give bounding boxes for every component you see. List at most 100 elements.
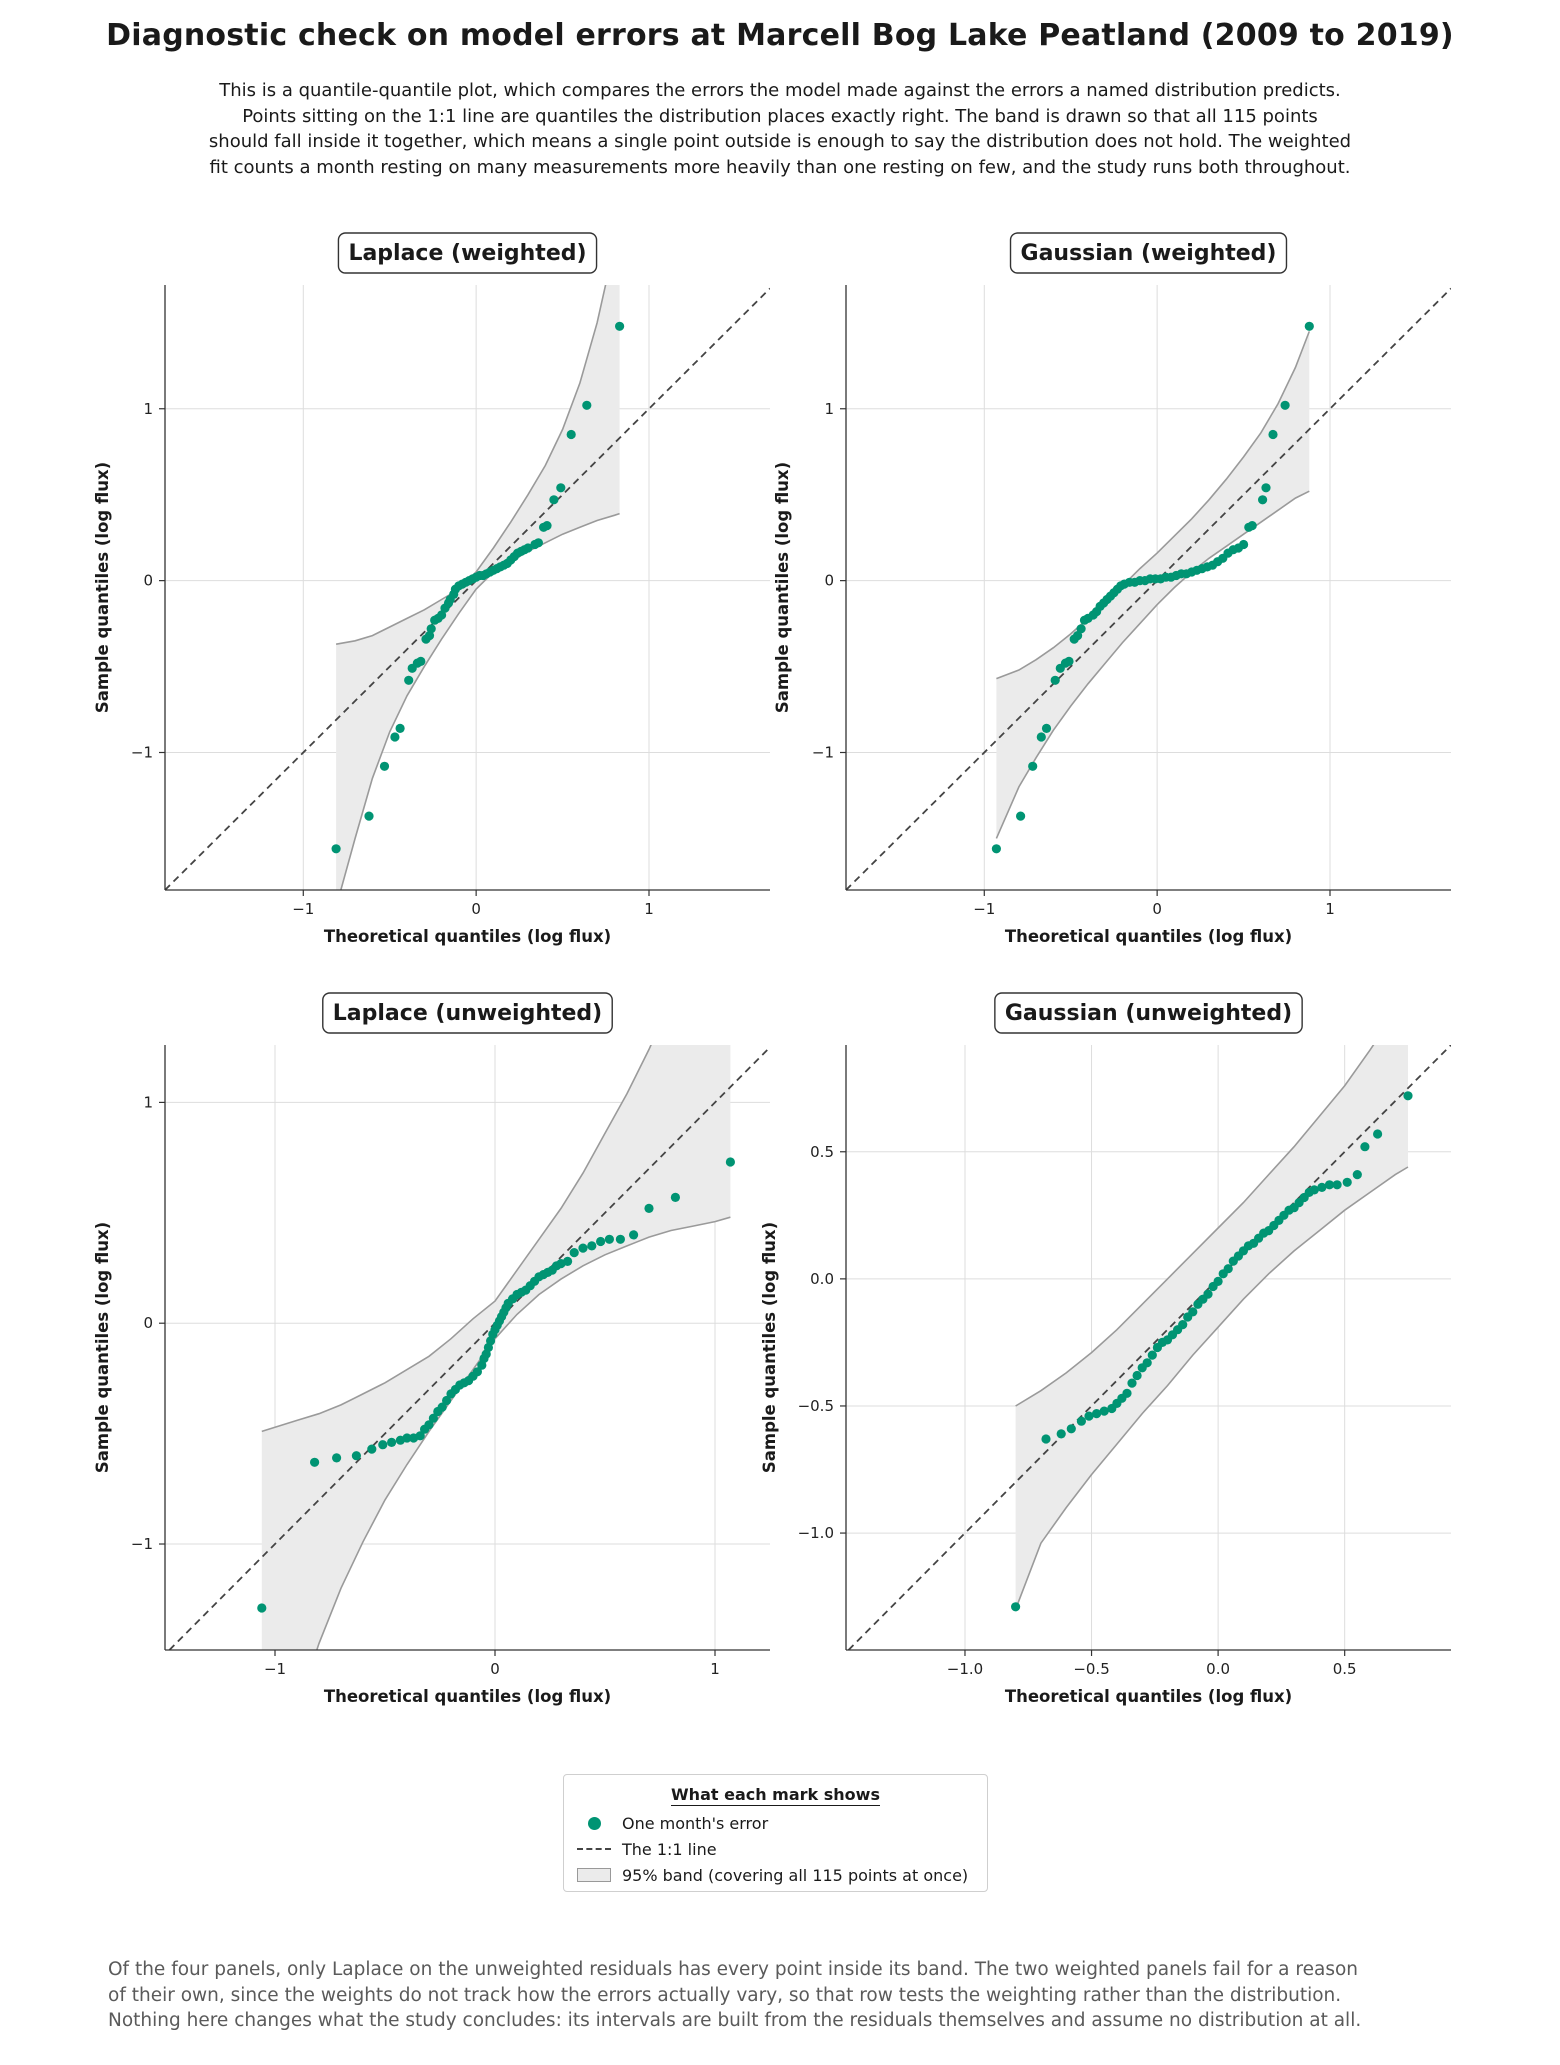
subtitle: This is a quantile-quantile plot, which … <box>170 78 1390 180</box>
data-point <box>1239 539 1249 550</box>
data-point <box>1142 1358 1152 1368</box>
subtitle-line: should fall inside it together, which me… <box>208 131 1352 152</box>
x-axis-label: Theoretical quantiles (log flux) <box>1005 927 1292 946</box>
data-point <box>1280 400 1290 410</box>
y-tick-label: 0.0 <box>810 1270 834 1288</box>
x-tick-label: 0 <box>471 900 481 918</box>
x-tick-label: 0.0 <box>1206 1660 1230 1678</box>
data-point <box>542 521 552 531</box>
data-point <box>991 844 1002 854</box>
data-point <box>1268 429 1278 440</box>
data-point <box>1016 811 1026 821</box>
x-tick-label: 1 <box>1325 900 1335 918</box>
data-point <box>428 1413 438 1423</box>
panel-title: Laplace (weighted) <box>348 241 586 266</box>
y-tick-label: 0 <box>143 1314 153 1332</box>
data-point <box>1360 1142 1370 1152</box>
data-point <box>533 538 544 548</box>
data-point <box>1261 483 1271 493</box>
data-point <box>1188 1307 1198 1317</box>
band-fill <box>336 285 620 890</box>
x-axis-label: Theoretical quantiles (log flux) <box>324 927 611 946</box>
data-point <box>1122 1388 1132 1398</box>
legend-item-points: One month's error <box>576 1812 768 1834</box>
band-upper-edge <box>335 285 607 645</box>
data-point <box>1342 1177 1352 1187</box>
y-tick-label: 1 <box>143 1093 153 1111</box>
band-upper-edge <box>1015 1045 1375 1407</box>
band-fill <box>261 1045 731 1650</box>
data-point <box>1304 321 1314 331</box>
data-point <box>1132 1370 1142 1381</box>
y-tick-label: 1 <box>824 400 834 418</box>
x-tick-label: −1.0 <box>947 1660 983 1678</box>
data-point <box>1041 1434 1051 1444</box>
reference-1to1-line <box>165 287 770 890</box>
data-point <box>1084 1411 1094 1421</box>
y-axis-label: Sample quantiles (log flux) <box>93 1222 112 1473</box>
y-tick-label: −1 <box>131 744 153 762</box>
data-point <box>1092 1409 1102 1419</box>
data-point <box>1076 624 1086 634</box>
y-tick-label: 1 <box>143 400 153 418</box>
data-point <box>615 1234 626 1244</box>
data-point <box>387 1437 397 1447</box>
reference-1to1-line <box>846 287 1451 890</box>
y-axis-label: Sample quantiles (log flux) <box>93 462 112 713</box>
data-point <box>629 1230 639 1240</box>
y-tick-label: 0 <box>824 572 834 590</box>
panel-title-box <box>322 992 613 1034</box>
x-tick-label: 0.5 <box>1333 1660 1357 1678</box>
subtitle-line: This is a quantile-quantile plot, which … <box>219 80 1341 101</box>
x-axis-label: Theoretical quantiles (log flux) <box>1005 1687 1292 1706</box>
qq-panel-1: −1 0 1 −1 0 1 Theoretical quantiles (log flux)… <box>93 232 770 946</box>
data-point <box>1028 761 1038 771</box>
data-point <box>1056 1429 1066 1439</box>
y-tick-label: −1 <box>131 1535 153 1553</box>
panel-title: Laplace (unweighted) <box>333 1001 602 1026</box>
data-point <box>351 1451 361 1461</box>
data-point <box>442 1395 452 1406</box>
data-point <box>378 1440 388 1450</box>
x-axis-label: Theoretical quantiles (log flux) <box>324 1687 611 1706</box>
data-point <box>1147 1350 1157 1360</box>
data-point <box>1332 1180 1342 1190</box>
y-tick-label: −0.5 <box>798 1397 834 1415</box>
x-tick-label: −1 <box>292 900 314 918</box>
data-point <box>437 610 447 620</box>
reference-1to1-line <box>847 1045 1451 1650</box>
data-point <box>569 1248 579 1258</box>
x-tick-label: −1 <box>973 900 995 918</box>
data-point <box>1223 1264 1233 1274</box>
data-point <box>1373 1129 1383 1139</box>
data-point <box>604 1234 615 1244</box>
legend-line-label: The 1:1 line <box>622 1839 717 1859</box>
data-point <box>1213 1276 1223 1286</box>
footer-note: Of the four panels, only Laplace on the … <box>108 1957 1468 2034</box>
confidence-band <box>261 1045 731 1650</box>
data-point <box>582 400 592 410</box>
data-point <box>472 1367 482 1377</box>
panel-title-box <box>1009 232 1288 274</box>
y-tick-label: −1.0 <box>798 1524 834 1542</box>
data-point <box>390 732 400 742</box>
x-tick-label: 1 <box>644 900 654 918</box>
panel-title-box <box>337 232 598 274</box>
data-point <box>1309 1185 1319 1195</box>
data-point <box>1352 1170 1362 1180</box>
legend-point-swatch <box>587 1816 601 1830</box>
x-tick-label: −0.5 <box>1073 1660 1109 1678</box>
data-point <box>587 1241 597 1251</box>
data-point <box>364 811 374 821</box>
x-tick-label: 1 <box>710 1660 720 1678</box>
page-title: Diagnostic check on model errors at Marc… <box>106 18 1454 53</box>
data-point <box>1041 723 1052 734</box>
band-lower-edge <box>340 512 620 890</box>
data-point <box>615 321 625 331</box>
data-point <box>578 1243 588 1253</box>
data-point <box>725 1157 736 1167</box>
qq-panel-2: −1 0 1 −1 0 1 Theoretical quantiles (log flux)… <box>773 232 1451 946</box>
legend-title: What each mark shows <box>671 1785 880 1806</box>
data-point <box>415 1431 425 1441</box>
